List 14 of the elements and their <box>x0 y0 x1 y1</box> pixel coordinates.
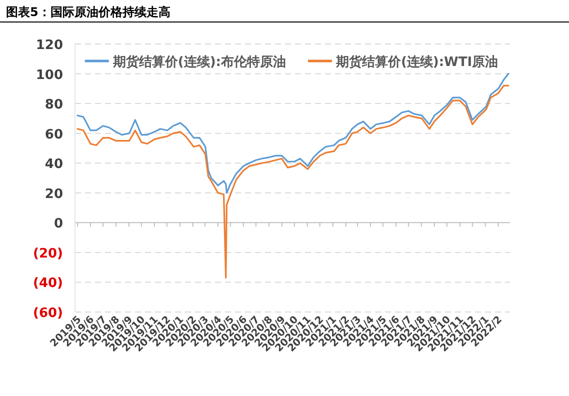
y-tick-label: 0 <box>54 216 63 232</box>
line-series <box>76 72 510 194</box>
legend-label: 期货结算价(连续):布伦特原油 <box>112 54 286 70</box>
y-tick-label: (40) <box>33 276 63 292</box>
y-tick-label: 20 <box>44 186 63 202</box>
y-tick-label: 40 <box>44 157 63 172</box>
y-tick-label: 80 <box>44 98 63 113</box>
line-series <box>76 84 510 279</box>
y-tick-label: 120 <box>36 38 63 53</box>
y-tick-label: 100 <box>36 68 63 83</box>
y-tick-label: 60 <box>44 127 63 142</box>
y-tick-label: (20) <box>33 246 63 262</box>
legend-label: 期货结算价(连续):WTI原油 <box>334 54 498 70</box>
chart-title: 图表5：国际原油价格持续走高 <box>6 5 170 19</box>
